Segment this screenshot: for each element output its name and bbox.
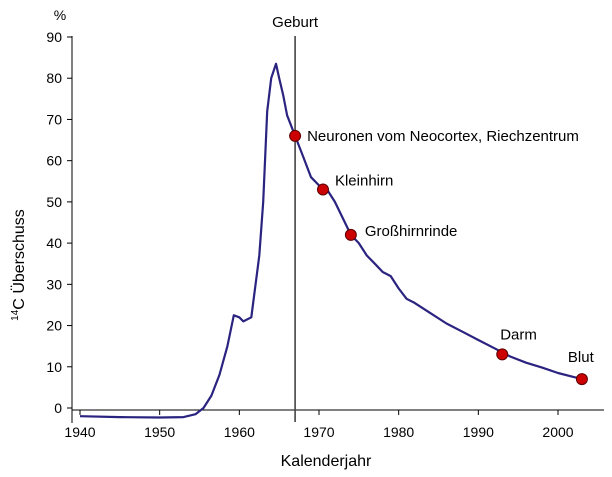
y-axis-title: 14C Überschuss — [10, 209, 28, 321]
y-tick-label: 60 — [46, 153, 62, 169]
y-axis-title-superscript: 14 — [10, 309, 21, 321]
y-tick-label: 70 — [46, 111, 62, 127]
y-tick-label: 0 — [54, 400, 62, 416]
data-marker — [496, 348, 509, 361]
marker-label: Kleinhirn — [335, 173, 393, 190]
data-marker — [344, 228, 357, 241]
y-axis-title-word: Überschuss — [10, 209, 28, 293]
data-marker — [316, 183, 329, 196]
x-tick-label: 1940 — [64, 424, 95, 440]
y-tick-label: 10 — [46, 359, 62, 375]
series-line — [79, 62, 583, 419]
y-ticks: 0 10 20 30 40 50 60 70 80 90 — [46, 29, 72, 416]
birth-label: Geburt — [272, 14, 319, 31]
x-tick-label: 2000 — [542, 424, 573, 440]
marker-label: Großhirnrinde — [365, 223, 458, 240]
y-tick-label: 30 — [46, 276, 62, 292]
marker-label: Neuronen vom Neocortex, Riechzentrum — [307, 128, 579, 145]
y-tick-label: 50 — [46, 194, 62, 210]
x-tick-label: 1980 — [383, 424, 414, 440]
y-axis-title-element: C — [11, 298, 28, 310]
x-ticks: 1940 1950 1960 1970 1980 1990 2000 — [64, 410, 574, 440]
y-tick-label: 80 — [46, 70, 62, 86]
y-unit-label: % — [54, 7, 66, 23]
axes — [71, 36, 604, 423]
markers: Neuronen vom Neocortex, Riechzentrum Klei… — [289, 128, 595, 386]
data-marker — [575, 373, 588, 386]
x-axis-title: Kalenderjahr — [281, 453, 372, 470]
x-tick-label: 1990 — [463, 424, 494, 440]
x-tick-label: 1950 — [144, 424, 175, 440]
marker-label: Darm — [500, 326, 537, 343]
y-tick-label: 40 — [46, 235, 62, 251]
x-tick-label: 1970 — [303, 424, 334, 440]
x-tick-label: 1960 — [224, 424, 255, 440]
data-marker — [289, 129, 302, 142]
y-tick-label: 20 — [46, 318, 62, 334]
y-tick-label: 90 — [46, 29, 62, 45]
marker-label: Blut — [568, 349, 595, 366]
